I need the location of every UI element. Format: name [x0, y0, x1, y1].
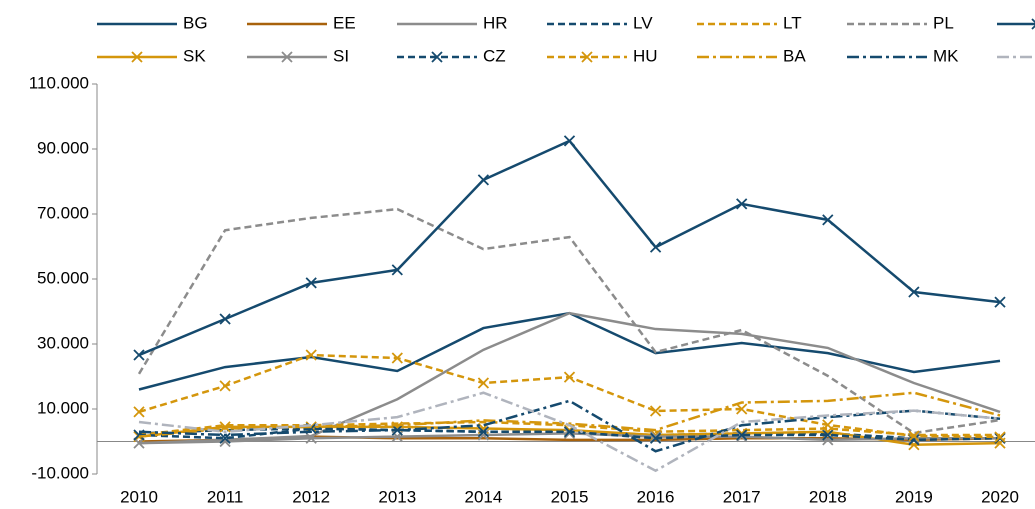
marker [736, 198, 748, 210]
y-tick-label: 10.000 [37, 398, 89, 417]
y-tick-label: 110.000 [29, 73, 89, 92]
legend-label: SI [333, 46, 349, 65]
marker [133, 349, 145, 361]
x-tick-label: 2018 [809, 487, 847, 506]
legend-marker [281, 51, 293, 63]
y-tick-label: 30.000 [37, 333, 89, 352]
series-line [138, 391, 1001, 473]
marker [219, 432, 231, 444]
x-tick-label: 2016 [637, 487, 675, 506]
legend-label: HU [633, 46, 658, 65]
marker [994, 296, 1006, 308]
marker [822, 434, 834, 446]
marker [994, 431, 1006, 443]
marker [822, 419, 834, 431]
legend-marker [131, 51, 143, 63]
marker [391, 352, 403, 364]
legend-label: BG [183, 13, 208, 32]
marker [908, 286, 920, 298]
legend-marker [581, 51, 593, 63]
marker [563, 427, 576, 440]
marker [736, 429, 748, 441]
legend-label: BA [783, 46, 806, 65]
x-tick-label: 2013 [378, 487, 416, 506]
x-tick-label: 2011 [207, 487, 244, 506]
x-tick-label: 2020 [981, 487, 1019, 506]
series-line [137, 207, 1001, 435]
marker [305, 349, 317, 361]
marker [305, 277, 317, 289]
marker [994, 432, 1006, 444]
marker [219, 421, 231, 433]
marker [305, 432, 317, 444]
legend-label: PL [933, 13, 954, 32]
series-line [138, 139, 1001, 357]
marker [822, 429, 834, 441]
marker [649, 432, 662, 444]
marker [563, 135, 576, 147]
marker [477, 426, 490, 438]
legend-label: EE [333, 13, 356, 32]
legend-label: CZ [483, 46, 506, 65]
marker [649, 430, 662, 443]
marker [219, 313, 231, 325]
marker [391, 264, 403, 276]
legend-marker [431, 51, 443, 63]
legend-label: SK [183, 46, 206, 65]
marker [736, 403, 748, 415]
marker [908, 430, 920, 442]
x-tick-label: 2017 [723, 487, 761, 506]
legend-marker [1031, 18, 1035, 30]
legend-label: LV [633, 13, 653, 32]
marker [822, 214, 834, 226]
legend-label: LT [783, 13, 802, 32]
x-tick-label: 2015 [551, 487, 589, 506]
series-line [138, 311, 1001, 445]
legend-label: HR [483, 13, 508, 32]
marker [133, 437, 145, 449]
marker [477, 174, 490, 186]
x-tick-label: 2019 [895, 487, 933, 506]
y-tick-label: -10.000 [31, 463, 89, 482]
marker [736, 430, 748, 443]
marker [219, 380, 231, 392]
x-tick-label: 2012 [292, 487, 330, 506]
marker [563, 371, 576, 383]
marker [649, 405, 662, 417]
x-tick-label: 2014 [464, 487, 502, 506]
y-tick-label: 50.000 [37, 268, 89, 287]
y-tick-label: 70.000 [37, 203, 89, 222]
y-tick-label: 90.000 [37, 138, 89, 157]
x-tick-label: 2010 [120, 487, 158, 506]
marker [477, 377, 490, 389]
marker [133, 406, 145, 418]
legend-label: MK [933, 46, 959, 65]
marker [649, 241, 662, 253]
